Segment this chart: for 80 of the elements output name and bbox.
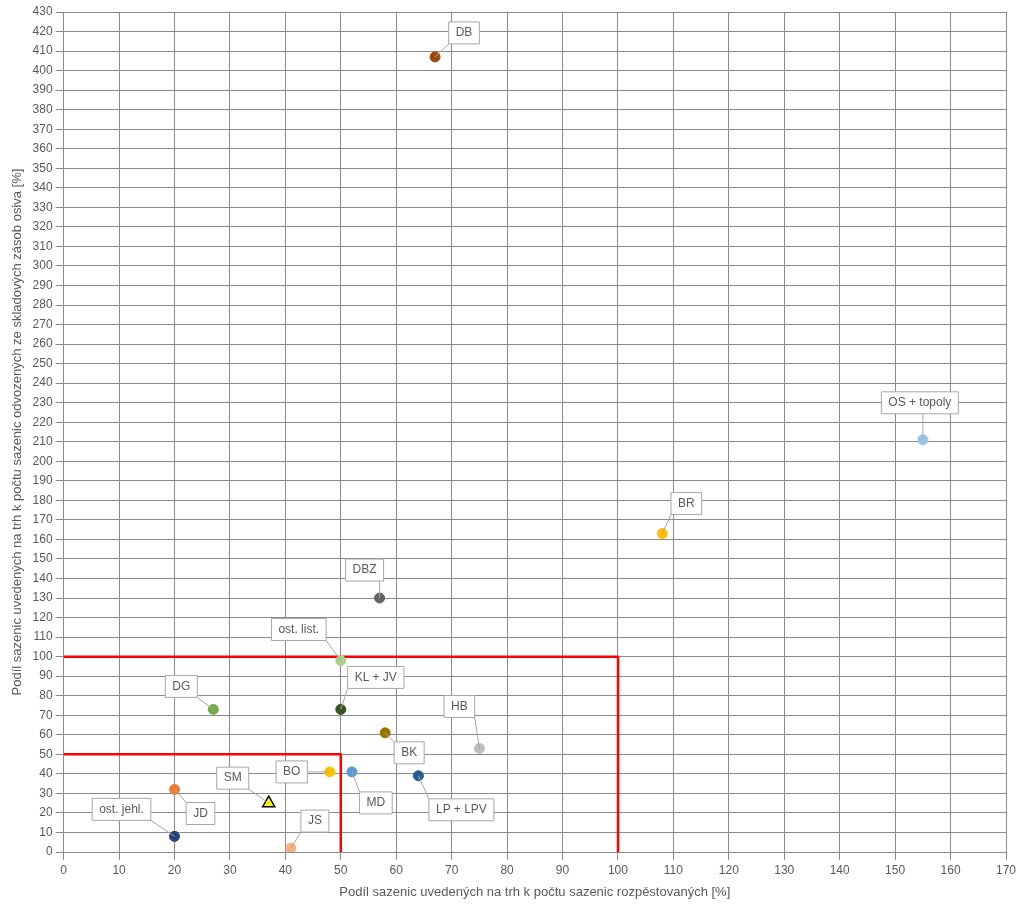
- y-tick-label: 60: [39, 727, 53, 742]
- y-tick-label: 430: [32, 4, 53, 19]
- y-tick-label: 410: [32, 43, 53, 58]
- y-tick-label: 170: [32, 512, 53, 527]
- x-tick-label: 40: [278, 862, 293, 877]
- text: SM: [223, 770, 242, 785]
- x-tick-label: 20: [167, 862, 182, 877]
- x-tick-label: 0: [60, 862, 68, 877]
- y-axis-title: Podíl sazenic uvedených na trh k počtu sazenic odvozených ze skladových zásob osiva [%]: [9, 168, 25, 696]
- x-tick-label: 70: [444, 862, 459, 877]
- x-tick-label: 120: [718, 862, 740, 877]
- y-tick-label: 150: [32, 551, 53, 566]
- y-tick-label: 100: [32, 648, 53, 663]
- y-tick-label: 160: [32, 531, 53, 546]
- y-tick-label: 220: [32, 414, 53, 429]
- y-tick-label: 390: [32, 82, 53, 97]
- series-label: DG: [172, 678, 191, 693]
- y-tick-label: 230: [32, 395, 53, 410]
- y-tick-label: 10: [39, 824, 53, 839]
- text: ost. jehl.: [99, 801, 144, 816]
- text: KL + JV: [354, 669, 397, 684]
- y-tick-label: 0: [45, 844, 53, 859]
- x-tick-label: 60: [389, 862, 404, 877]
- y-tick-label: 20: [39, 805, 53, 820]
- y-tick-label: 350: [32, 160, 53, 175]
- x-tick-label: 160: [940, 862, 961, 877]
- x-tick-label: 170: [995, 862, 1017, 877]
- y-tick-label: 270: [32, 316, 53, 331]
- y-tick-label: 300: [32, 258, 53, 273]
- y-tick-label: 310: [32, 238, 53, 253]
- x-axis-title: Podíl sazenic uvedených na trh k počtu sazenic rozpěstovaných [%]: [339, 883, 731, 899]
- y-tick-label: 340: [32, 180, 53, 195]
- x-tick-label: 30: [223, 862, 237, 877]
- text: ost. list.: [278, 621, 320, 636]
- y-tick-label: 80: [39, 688, 53, 703]
- x-tick-label: 10: [112, 862, 127, 877]
- y-tick-label: 70: [39, 707, 53, 722]
- y-tick-label: 40: [39, 766, 53, 781]
- y-tick-label: 240: [32, 375, 53, 390]
- text: LP + LPV: [435, 802, 487, 817]
- y-tick-label: 110: [33, 629, 53, 644]
- x-tick-label: 150: [885, 862, 906, 877]
- series-label: BK: [401, 745, 418, 760]
- series-label: BR: [677, 495, 695, 510]
- series-label: DBZ: [352, 562, 377, 577]
- x-tick-label: 80: [500, 862, 515, 877]
- x-tick-label: 110: [663, 862, 684, 877]
- y-tick-label: 380: [32, 101, 53, 116]
- y-tick-label: 120: [32, 609, 53, 624]
- y-tick-label: 260: [32, 336, 53, 351]
- y-tick-label: 190: [32, 473, 53, 488]
- y-tick-label: 400: [32, 62, 53, 77]
- y-tick-label: 370: [32, 121, 53, 136]
- text: OS + topoly: [888, 395, 952, 410]
- series-label: JS: [307, 813, 322, 828]
- series-label: MD: [366, 795, 386, 810]
- y-tick-label: 50: [39, 746, 53, 761]
- y-tick-label: 250: [32, 355, 53, 370]
- y-tick-label: 330: [32, 199, 53, 214]
- y-tick-label: 320: [32, 219, 53, 234]
- y-tick-label: 280: [32, 297, 53, 312]
- x-tick-label: 90: [555, 862, 570, 877]
- y-tick-label: 180: [32, 492, 53, 507]
- y-tick-label: 420: [32, 23, 53, 38]
- text: HB: [451, 698, 468, 713]
- y-tick-label: 210: [32, 434, 53, 449]
- y-tick-label: 200: [32, 453, 53, 468]
- series-label: DB: [455, 25, 473, 40]
- text: BO: [283, 764, 301, 779]
- y-tick-label: 290: [32, 277, 53, 292]
- x-tick-label: 50: [334, 862, 348, 877]
- y-tick-label: 30: [39, 785, 53, 800]
- x-tick-label: 130: [774, 862, 795, 877]
- x-tick-label: 140: [829, 862, 851, 877]
- y-tick-label: 130: [32, 590, 53, 605]
- y-tick-label: 360: [32, 141, 53, 156]
- y-tick-label: 140: [32, 570, 53, 585]
- x-tick-label: 100: [607, 862, 629, 877]
- series-label: JD: [193, 805, 209, 820]
- y-tick-label: 90: [39, 668, 53, 683]
